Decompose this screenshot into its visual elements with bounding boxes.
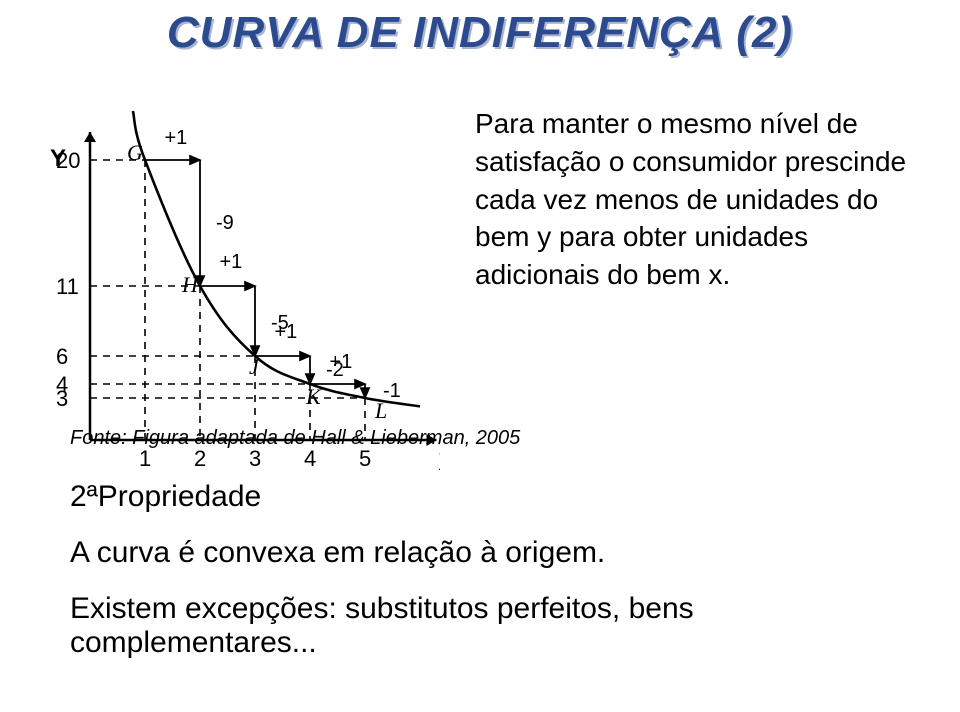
explanation-paragraph: Para manter o mesmo nível de satisfação … [475, 105, 935, 294]
point-label: G [127, 140, 143, 165]
delta-label: +1 [220, 251, 243, 273]
property-line-1: A curva é convexa em relação à origem. [70, 536, 890, 570]
delta-label: -9 [216, 212, 234, 234]
delta-label: -1 [383, 380, 401, 402]
point-label: K [305, 384, 322, 409]
delta-label: +1 [275, 321, 298, 343]
indifference-curve [133, 111, 420, 406]
y-tick-label: 6 [56, 344, 68, 369]
slide: { "title": {"text":"CURVA DE INDIFERENÇA… [0, 0, 960, 712]
point-label: H [181, 272, 199, 297]
property-line-2: Existem excepções: substitutos perfeitos… [70, 592, 890, 660]
slide-title: CURVA DE INDIFERENÇA (2) [0, 8, 960, 58]
y-tick-label: 3 [56, 386, 68, 411]
delta-label: +1 [330, 351, 353, 373]
y-tick-label: 20 [56, 148, 80, 173]
y-tick-label: 11 [56, 274, 79, 299]
property-heading: 2ªPropriedade [70, 480, 890, 514]
delta-label: +1 [165, 127, 188, 149]
footer-block: Fonte: Figura adaptada de Hall & Lieberm… [70, 427, 890, 682]
point-label: J [249, 354, 260, 379]
chart-source: Fonte: Figura adaptada de Hall & Lieberm… [70, 427, 890, 450]
